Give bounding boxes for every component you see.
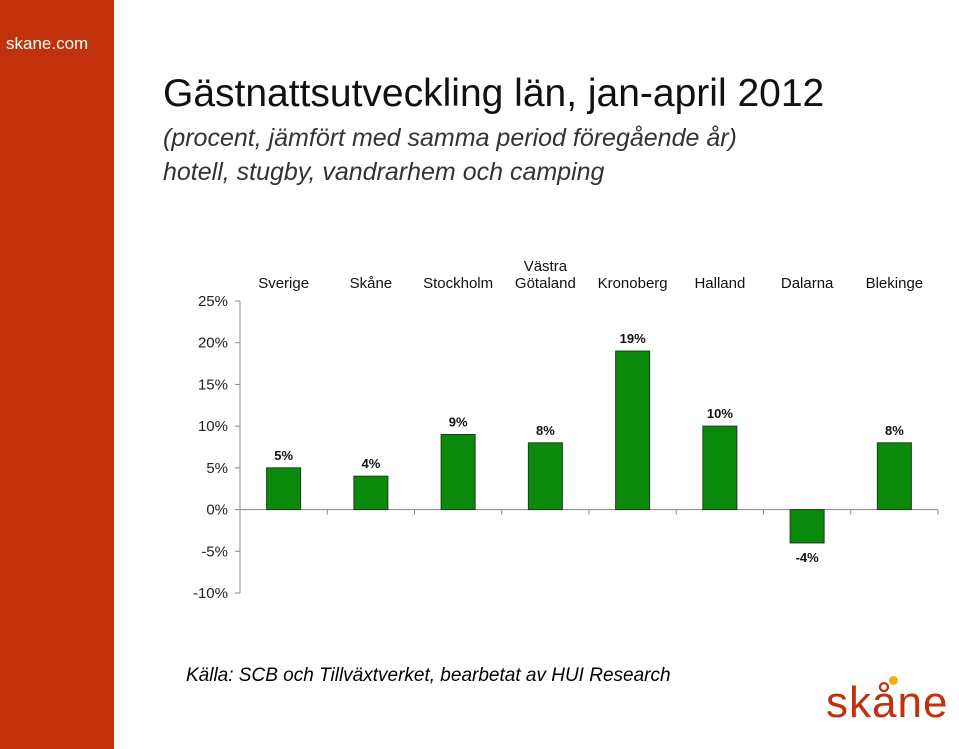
category-label: Halland: [694, 275, 745, 292]
bar: [353, 475, 389, 511]
site-label: skane.com: [6, 34, 89, 53]
category-label: Skåne: [350, 275, 393, 292]
y-tick-label: -5%: [201, 543, 228, 560]
source-note: Källa: SCB och Tillväxtverket, bearbetat…: [186, 665, 671, 686]
chart-subtitle-scope: hotell, stugby, vandrarhem och camping: [163, 158, 605, 186]
data-label: 10%: [707, 406, 733, 421]
data-label: 8%: [885, 423, 904, 438]
category-label: Blekinge: [866, 275, 924, 292]
bar: [876, 442, 912, 511]
data-label: 4%: [361, 456, 380, 471]
logo-wordmark: skåne: [826, 678, 949, 727]
y-tick-label: -10%: [193, 585, 228, 602]
data-label: 8%: [536, 423, 555, 438]
data-label: 19%: [620, 331, 646, 346]
bar: [527, 442, 563, 511]
bar: [266, 467, 302, 511]
y-tick-label: 25%: [198, 293, 228, 310]
logo-dot-icon: [889, 676, 898, 685]
data-label: 5%: [274, 448, 293, 463]
bar: [789, 509, 825, 544]
bar: [615, 350, 651, 511]
page-title: Gästnattsutveckling län, jan-april 2012: [163, 72, 825, 115]
category-label: Kronoberg: [598, 275, 668, 292]
y-tick-label: 15%: [198, 376, 228, 393]
y-tick-label: 20%: [198, 335, 228, 352]
skane-logo: skåne: [826, 672, 956, 732]
sidebar-band: skane.com: [0, 0, 114, 749]
chart-subtitle-units: (procent, jämfört med samma period föreg…: [163, 124, 737, 152]
category-label: Götaland: [515, 275, 576, 292]
category-label: Västra: [524, 258, 568, 275]
category-label: Dalarna: [781, 275, 834, 292]
data-label: 9%: [449, 414, 468, 429]
y-tick-label: 10%: [198, 418, 228, 435]
y-tick-label: 5%: [206, 460, 228, 477]
category-label: Sverige: [258, 275, 309, 292]
y-tick-label: 0%: [206, 502, 228, 519]
bar: [440, 433, 476, 511]
data-label: -4%: [796, 550, 820, 565]
bar: [702, 425, 738, 511]
category-label: Stockholm: [423, 275, 493, 292]
